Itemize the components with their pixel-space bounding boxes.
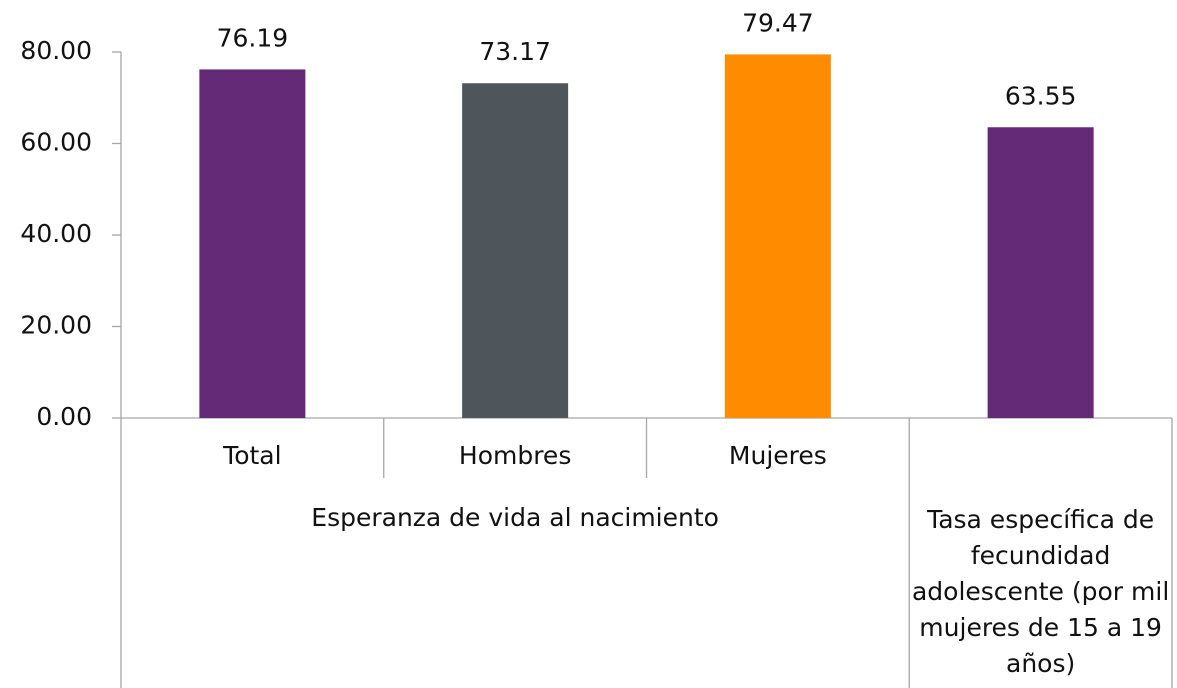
group-label: Esperanza de vida al nacimiento (311, 503, 719, 532)
y-tick-label: 20.00 (20, 311, 92, 340)
y-tick-label: 0.00 (36, 402, 92, 431)
bar (987, 127, 1094, 418)
x-tick-label: Total (222, 441, 281, 470)
y-tick-label: 80.00 (20, 36, 92, 65)
y-tick-label: 60.00 (20, 128, 92, 157)
value-label: 76.19 (217, 23, 289, 52)
bar (462, 83, 569, 418)
value-label: 63.55 (1005, 81, 1077, 110)
value-label: 73.17 (479, 37, 551, 66)
value-label: 79.47 (742, 8, 814, 37)
bar (724, 54, 831, 419)
y-tick-label: 40.00 (20, 219, 92, 248)
bar (199, 69, 306, 418)
x-tick-label: Mujeres (729, 441, 827, 470)
x-tick-label: Hombres (459, 441, 571, 470)
group-label: Tasa específica de fecundidad adolescent… (911, 505, 1170, 678)
